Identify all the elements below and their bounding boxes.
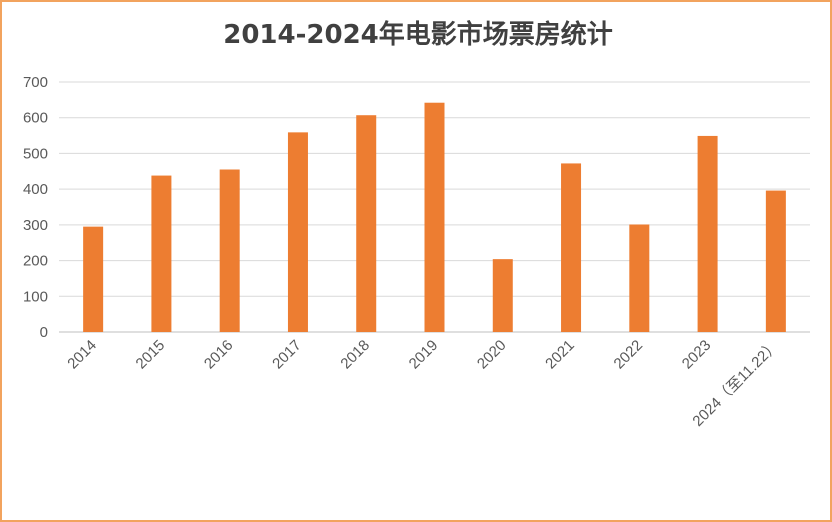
bar <box>83 226 104 332</box>
y-tick-label: 600 <box>23 110 48 127</box>
x-tick-label: 2018 <box>337 337 373 373</box>
y-tick-label: 400 <box>23 181 48 198</box>
bar <box>697 135 718 332</box>
x-tick-label: 2022 <box>611 337 647 373</box>
bar <box>219 169 240 332</box>
bar <box>561 163 582 332</box>
bar <box>424 102 445 332</box>
bar <box>151 175 172 332</box>
y-tick-label: 300 <box>23 217 48 234</box>
bar <box>629 224 650 332</box>
bar <box>492 259 513 332</box>
x-tick-label: 2014 <box>64 337 100 373</box>
x-tick-label: 2019 <box>406 337 442 373</box>
x-tick-label: 2017 <box>269 337 305 373</box>
x-tick-label: 2021 <box>542 337 578 373</box>
y-tick-label: 500 <box>23 145 48 162</box>
y-tick-label: 200 <box>23 253 48 270</box>
y-tick-label: 0 <box>40 324 48 341</box>
x-tick-label: 2020 <box>474 337 510 373</box>
bar <box>287 132 308 332</box>
y-tick-label: 100 <box>23 288 48 305</box>
x-tick-label: 2016 <box>201 337 237 373</box>
y-tick-label: 700 <box>23 74 48 91</box>
chart-title: 2014-2024年电影市场票房统计 <box>223 20 613 50</box>
bar <box>356 115 377 332</box>
bar <box>765 190 786 332</box>
x-tick-label: 2023 <box>679 337 715 373</box>
x-tick-label: 2015 <box>133 337 169 373</box>
